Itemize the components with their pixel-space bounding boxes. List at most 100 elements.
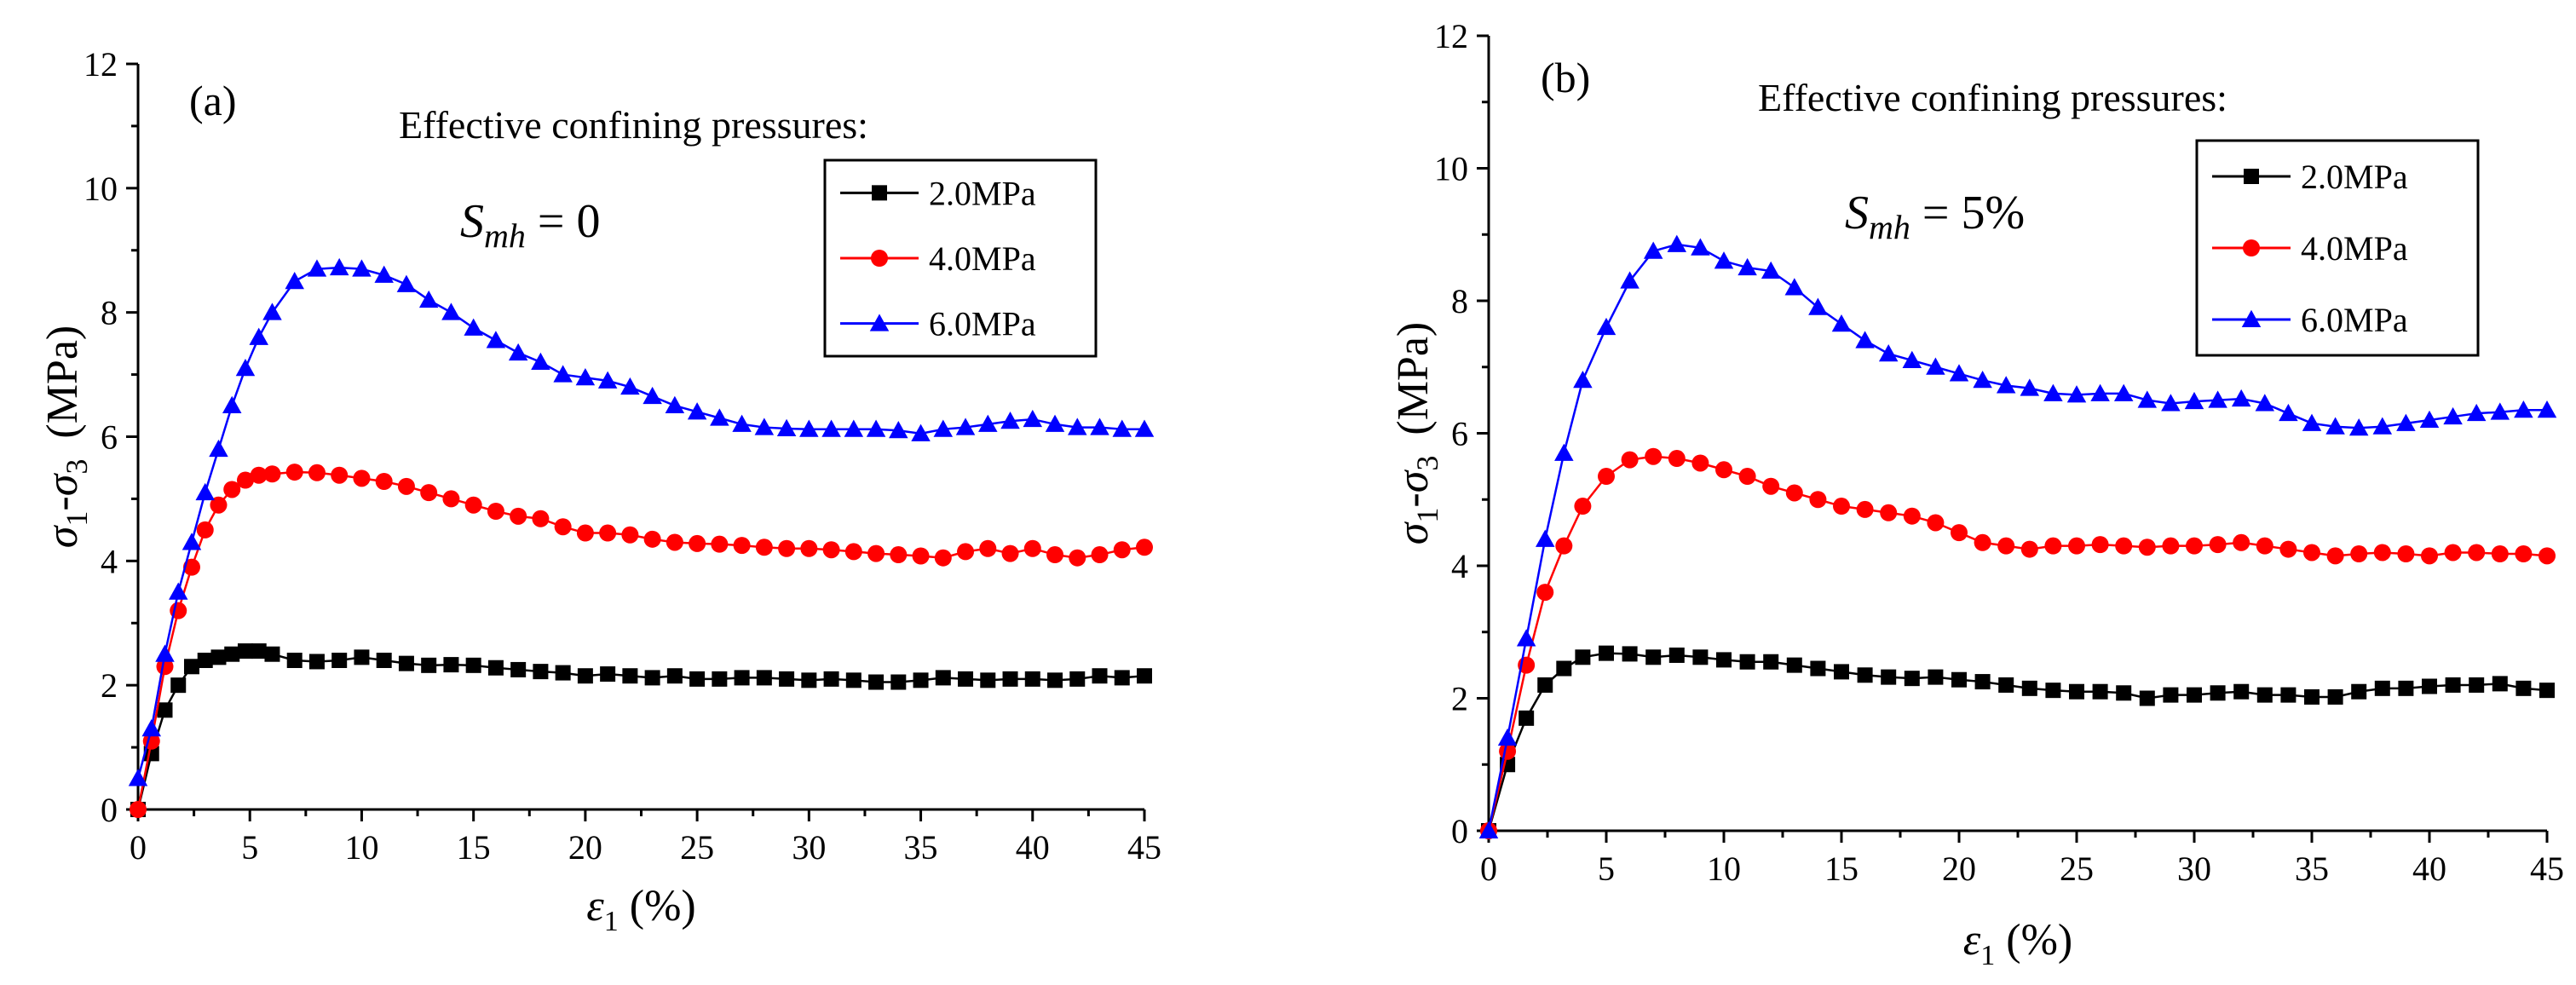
data-point-2.0MPa [2069, 683, 2084, 700]
x-axis-unit: (%) [1995, 916, 2072, 965]
data-point-4.0MPa [510, 507, 527, 525]
data-point-6.0MPa [2443, 406, 2463, 425]
data-point-4.0MPa [442, 490, 460, 508]
data-point-4.0MPa [1856, 500, 1874, 518]
data-point-4.0MPa [2444, 544, 2462, 562]
data-point-4.0MPa [1091, 546, 1109, 564]
data-point-6.0MPa [955, 418, 976, 435]
legend-marker-6.0MPa [2241, 309, 2262, 327]
data-point-6.0MPa [396, 274, 417, 292]
y-tick-label: 12 [84, 45, 118, 84]
smh-subscript: mh [484, 216, 526, 255]
data-point-6.0MPa [1068, 418, 1087, 435]
data-point-4.0MPa [1023, 539, 1041, 557]
data-point-2.0MPa [1928, 669, 1944, 685]
data-point-4.0MPa [2279, 540, 2297, 558]
data-point-2.0MPa [1002, 671, 1018, 687]
smh-value: = 0 [526, 195, 601, 248]
x-tick-label: 35 [2295, 850, 2329, 888]
data-point-2.0MPa [2515, 680, 2532, 696]
data-point-4.0MPa [375, 473, 393, 490]
data-point-4.0MPa [1785, 484, 1803, 502]
data-point-4.0MPa [1555, 537, 1573, 555]
data-point-4.0MPa [236, 471, 254, 489]
y-axis-sub1: 1 [1410, 508, 1444, 523]
data-point-4.0MPa [2515, 545, 2533, 563]
data-point-4.0MPa [182, 558, 200, 576]
data-point-2.0MPa [2327, 688, 2343, 705]
data-point-2.0MPa [2469, 677, 2485, 693]
y-tick-label: 2 [1451, 680, 1468, 718]
data-point-2.0MPa [2539, 683, 2555, 699]
data-point-6.0MPa [352, 259, 372, 277]
data-point-6.0MPa [776, 418, 797, 437]
data-point-2.0MPa [1786, 657, 1802, 673]
data-point-6.0MPa [1761, 261, 1781, 279]
data-point-2.0MPa [210, 649, 227, 665]
y-axis-title: σ1-σ3(MPa) [38, 325, 94, 549]
data-point-4.0MPa [2186, 537, 2203, 555]
data-point-4.0MPa [1974, 533, 1991, 551]
y-tick-label: 8 [1451, 282, 1468, 320]
data-point-2.0MPa [600, 666, 616, 683]
data-point-2.0MPa [2422, 678, 2437, 694]
data-point-6.0MPa [141, 718, 161, 737]
data-point-4.0MPa [263, 465, 281, 483]
data-point-6.0MPa [486, 331, 506, 348]
series-line-4.0MPa [1487, 455, 2548, 832]
data-point-4.0MPa [223, 481, 241, 498]
legend-marker-2.0MPa [872, 185, 887, 201]
data-point-4.0MPa [2162, 537, 2180, 555]
data-point-6.0MPa [2113, 383, 2134, 401]
data-point-6.0MPa [2514, 400, 2533, 418]
data-point-6.0MPa [687, 402, 707, 420]
x-tick-label: 20 [568, 828, 602, 867]
data-point-2.0MPa [1047, 672, 1063, 688]
data-point-2.0MPa [170, 677, 187, 694]
y-axis-sub1: 1 [60, 511, 94, 527]
data-point-6.0MPa [249, 327, 268, 345]
data-point-4.0MPa [1668, 450, 1686, 468]
legend-label: 2.0MPa [929, 174, 1036, 212]
data-point-6.0MPa [128, 769, 148, 786]
data-point-6.0MPa [2348, 418, 2369, 436]
x-axis-unit: (%) [619, 882, 696, 930]
y-axis-sigma3: σ [1389, 469, 1438, 492]
data-point-6.0MPa [2208, 390, 2227, 408]
data-point-2.0MPa [1810, 660, 1826, 677]
legend-label: 4.0MPa [2301, 229, 2408, 268]
data-point-2.0MPa [2139, 690, 2155, 706]
data-point-2.0MPa [2351, 683, 2367, 700]
data-point-2.0MPa [1857, 667, 1873, 683]
data-point-4.0MPa [156, 658, 174, 676]
data-point-6.0MPa [799, 419, 819, 437]
data-point-2.0MPa [644, 670, 660, 686]
data-point-4.0MPa [1738, 468, 1756, 486]
data-point-6.0MPa [1996, 376, 2016, 394]
data-point-6.0MPa [1090, 418, 1109, 435]
data-point-2.0MPa [801, 672, 817, 688]
series-line-2.0MPa [1487, 652, 2548, 832]
legend-label: 6.0MPa [2301, 301, 2408, 339]
data-point-2.0MPa [845, 672, 862, 688]
data-point-6.0MPa [978, 414, 998, 432]
data-point-2.0MPa [1537, 677, 1553, 693]
data-point-2.0MPa [779, 671, 795, 687]
data-point-6.0MPa [2184, 391, 2204, 410]
data-point-4.0MPa [130, 801, 147, 818]
y-tick-label: 0 [1451, 812, 1468, 850]
data-point-6.0MPa [1535, 529, 1555, 547]
data-point-4.0MPa [532, 510, 550, 527]
legend-label: 2.0MPa [2301, 158, 2408, 196]
data-point-6.0MPa [1112, 419, 1132, 437]
x-tick-label: 40 [2412, 850, 2446, 888]
data-point-6.0MPa [889, 420, 908, 439]
data-point-2.0MPa [689, 671, 706, 687]
legend-label: 6.0MPa [929, 305, 1036, 343]
data-point-2.0MPa [1739, 654, 1755, 670]
data-point-4.0MPa [2539, 547, 2556, 565]
data-point-4.0MPa [1833, 498, 1850, 516]
data-point-4.0MPa [1598, 468, 1615, 486]
data-point-6.0MPa [1045, 414, 1065, 432]
data-point-4.0MPa [800, 539, 818, 557]
